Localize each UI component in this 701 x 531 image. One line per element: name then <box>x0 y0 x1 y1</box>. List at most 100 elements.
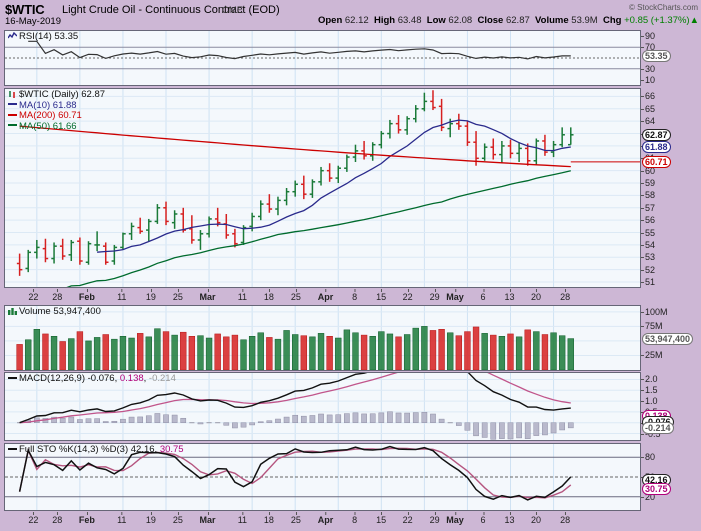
x-axis-day-label: 25 <box>172 289 183 302</box>
x-axis-day-label: 22 <box>402 512 413 525</box>
y-axis-tick: 30 <box>640 63 656 74</box>
volume-plot <box>5 306 640 370</box>
x-axis-day-label: 19 <box>145 512 156 525</box>
y-axis-callout: 62.87 <box>642 129 671 142</box>
y-axis-tick: 75M <box>641 321 663 332</box>
x-axis-upper: 22 28 Feb 11 19 25 Mar 11 18 25 Apr 8 15 22 29 May 6 13 20… <box>4 289 641 304</box>
x-axis-day-label: 11 <box>237 289 248 302</box>
y-axis-tick: 56 <box>640 215 656 226</box>
close-value: 62.87 <box>505 15 530 26</box>
y-axis-tick: 55 <box>640 227 656 238</box>
y-axis-tick: 64 <box>640 116 656 127</box>
open-value: 62.12 <box>344 15 369 26</box>
y-axis-tick: 1.0 <box>641 396 658 407</box>
y-axis-tick: 58 <box>640 190 656 201</box>
y-axis-tick: 59 <box>640 178 656 189</box>
y-axis-tick: 57 <box>640 202 656 213</box>
stochastics-panel: Full STO %K(14,3) %D(3) 42.16, 30.75 <box>4 443 641 511</box>
x-axis-day-label: 29 <box>429 289 440 302</box>
x-axis-month-label: Mar <box>199 512 216 525</box>
x-axis-month-label: Feb <box>78 512 95 525</box>
volume-y-axis: 100M 75M 25M 53,947,400 <box>641 305 697 371</box>
symbol-description: Light Crude Oil - Continuous Contract (E… <box>62 4 280 16</box>
y-axis-callout: 60.71 <box>642 155 671 168</box>
volume-label: Volume <box>535 15 569 26</box>
quote-date: 16-May-2019 <box>5 16 61 27</box>
y-axis-tick: 20 <box>640 491 656 502</box>
y-axis-callout: 30.75 <box>642 482 671 495</box>
y-axis-tick: 10 <box>640 74 656 85</box>
x-axis-day-label: 13 <box>504 289 515 302</box>
change-arrow-icon: ▲ <box>689 15 699 26</box>
x-axis-day-label: 22 <box>28 289 39 302</box>
macd-panel: MACD(12,26,9) -0.076, 0.138, -0.214 <box>4 372 641 441</box>
y-axis-tick: 54 <box>640 239 656 250</box>
x-axis-day-label: 13 <box>504 512 515 525</box>
x-axis-day-label: 28 <box>560 512 571 525</box>
y-axis-tick: 60 <box>640 165 656 176</box>
y-axis-callout: 61.88 <box>642 141 671 154</box>
y-axis-tick: 1.5 <box>641 385 658 396</box>
x-axis-month-label: Mar <box>199 289 216 302</box>
x-axis-day-label: 28 <box>560 289 571 302</box>
symbol-ticker: $WTIC <box>5 2 45 17</box>
y-axis-tick: 100M <box>641 306 668 317</box>
x-axis-month-label: Apr <box>317 289 334 302</box>
x-axis-day-label: 18 <box>263 512 274 525</box>
rsi-panel: RSI(14) 53.35 <box>4 30 641 86</box>
y-axis-tick: 2.0 <box>641 374 658 385</box>
macd-plot <box>5 373 640 440</box>
x-axis-day-label: 29 <box>429 512 440 525</box>
y-axis-tick: 25M <box>641 350 663 361</box>
y-axis-tick: 53 <box>640 252 656 263</box>
x-axis-day-label: 28 <box>52 289 63 302</box>
x-axis-day-label: 8 <box>352 289 358 302</box>
x-axis-month-label: May <box>446 289 464 302</box>
price-plot <box>5 89 640 287</box>
volume-panel: Volume 53,947,400 <box>4 305 641 371</box>
stockcharts-watermark: © StockCharts.com <box>628 3 698 12</box>
x-axis-day-label: 15 <box>376 512 387 525</box>
open-label: Open <box>317 15 343 26</box>
y-axis-callout: 53,947,400 <box>642 332 694 345</box>
chart-header: $WTIC Light Crude Oil - Continuous Contr… <box>0 0 701 28</box>
price-panel: $WTIC (Daily) 62.87 MA(10) 61.88 MA(200)… <box>4 88 641 288</box>
x-axis-day-label: 22 <box>28 512 39 525</box>
stochastics-plot <box>5 444 640 510</box>
x-axis-month-label: Feb <box>78 289 95 302</box>
quote-bar: Open 62.12 High 63.48 Low 62.08 Close 62… <box>318 15 699 26</box>
y-axis-tick: 70 <box>640 42 656 53</box>
y-axis-callout: 53.35 <box>642 50 671 63</box>
rsi-plot <box>5 31 640 85</box>
low-label: Low <box>426 15 446 26</box>
x-axis-day-label: 25 <box>172 512 183 525</box>
exchange-label: CME <box>222 5 244 16</box>
x-axis-day-label: 15 <box>376 289 387 302</box>
y-axis-tick: 65 <box>640 103 656 114</box>
x-axis-day-label: 6 <box>480 289 486 302</box>
y-axis-tick: 66 <box>640 91 656 102</box>
price-y-axis: 6665646362616059585756555453525162.8761.… <box>640 88 697 288</box>
change-label: Chg <box>602 15 622 26</box>
x-axis-day-label: 6 <box>480 512 486 525</box>
x-axis-day-label: 11 <box>237 512 248 525</box>
macd-y-axis: 2.01.51.00.50.0-0.50.138-0.076-0.214 <box>641 372 697 441</box>
close-label: Close <box>477 15 504 26</box>
y-axis-callout: -0.214 <box>642 422 674 435</box>
volume-value: 53.9M <box>571 15 598 26</box>
x-axis-day-label: 25 <box>290 512 301 525</box>
y-axis-tick: 80 <box>640 452 656 463</box>
x-axis-day-label: 28 <box>52 512 63 525</box>
x-axis-day-label: 25 <box>290 289 301 302</box>
high-value: 63.48 <box>397 15 422 26</box>
high-label: High <box>373 15 396 26</box>
y-axis-tick: 52 <box>640 264 656 275</box>
x-axis-day-label: 8 <box>352 512 358 525</box>
x-axis-day-label: 11 <box>117 289 127 302</box>
x-axis-day-label: 19 <box>145 289 156 302</box>
y-axis-tick: 51 <box>640 277 656 288</box>
change-value: +0.85 (+1.37%) <box>624 15 690 26</box>
y-axis-tick: 90 <box>640 31 656 42</box>
